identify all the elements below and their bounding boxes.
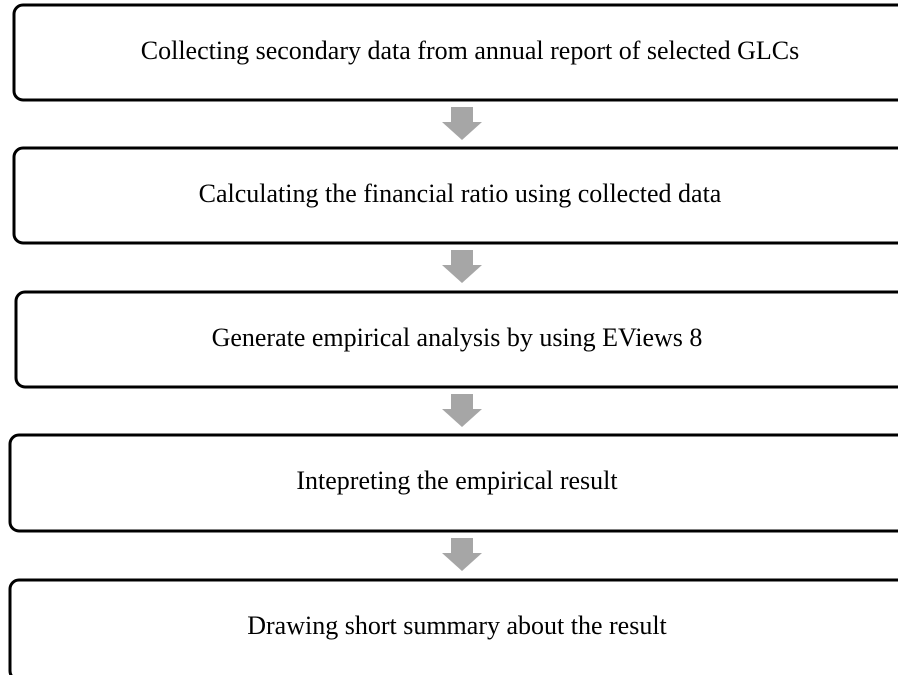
arrow — [442, 250, 482, 283]
step-box — [14, 290, 898, 389]
step-label: Generate empirical analysis by using EVi… — [212, 323, 703, 352]
step-label: Drawing short summary about the result — [247, 611, 667, 640]
step-box — [12, 146, 898, 245]
arrow — [442, 538, 482, 571]
arrow — [442, 394, 482, 427]
step-label: Intepreting the empirical result — [296, 466, 618, 495]
step-box — [8, 578, 898, 675]
step-box — [12, 3, 898, 102]
arrow — [442, 107, 482, 140]
step-box — [8, 433, 898, 533]
step-label: Collecting secondary data from annual re… — [141, 36, 799, 65]
step-label: Calculating the financial ratio using co… — [199, 179, 722, 208]
